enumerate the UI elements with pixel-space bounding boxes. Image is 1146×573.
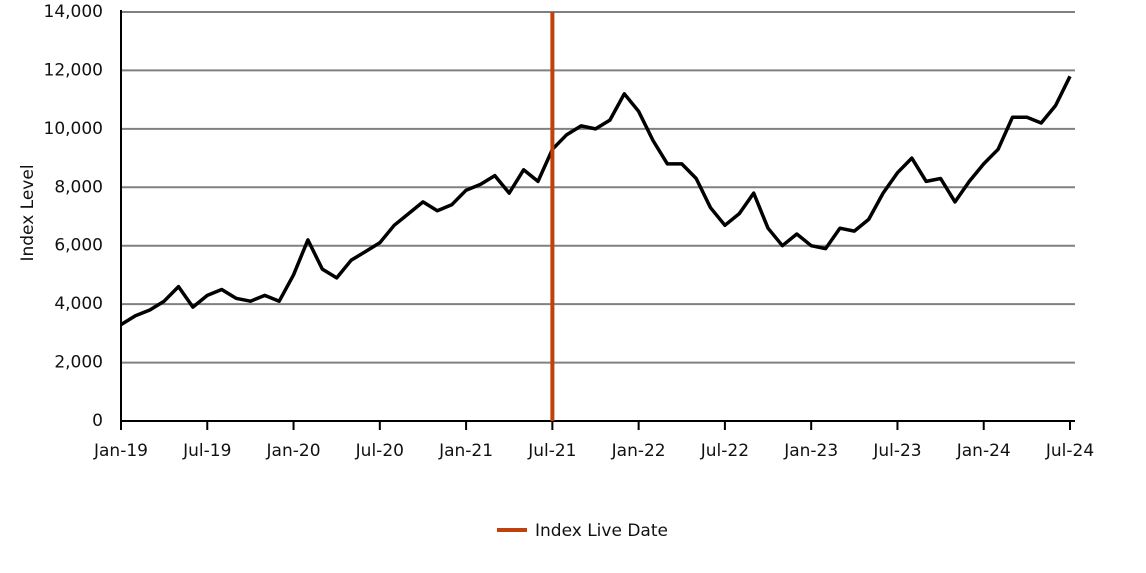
y-tick-label: 4,000: [54, 294, 103, 314]
y-tick-label: 14,000: [44, 2, 103, 22]
y-tick-label: 8,000: [54, 177, 103, 197]
x-tick-label: Jul-19: [182, 441, 231, 461]
x-tick-label: Jul-23: [872, 441, 921, 461]
x-tick-label: Jan-23: [783, 441, 838, 461]
x-tick-label: Jan-20: [266, 441, 321, 461]
y-tick-label: 2,000: [54, 353, 103, 373]
y-axis-title: Index Level: [18, 164, 38, 261]
y-tick-label: 6,000: [54, 236, 103, 256]
series-line: [120, 75, 1072, 327]
y-tick-label: 0: [92, 411, 103, 431]
legend-label: Index Live Date: [535, 521, 668, 541]
x-tick-label: Jan-21: [438, 441, 493, 461]
x-tick-label: Jan-22: [611, 441, 666, 461]
x-tick-label: Jul-22: [700, 441, 749, 461]
x-tick-label: Jan-19: [93, 441, 148, 461]
grid-layer: [121, 11, 1075, 364]
x-tick-label: Jan-24: [956, 441, 1011, 461]
x-tick-label: Jul-20: [355, 441, 404, 461]
y-tick-label: 10,000: [44, 119, 103, 139]
x-tick-label: Jul-21: [527, 441, 576, 461]
y-tick-label: 12,000: [44, 60, 103, 80]
x-tick-label: Jul-24: [1045, 441, 1094, 461]
